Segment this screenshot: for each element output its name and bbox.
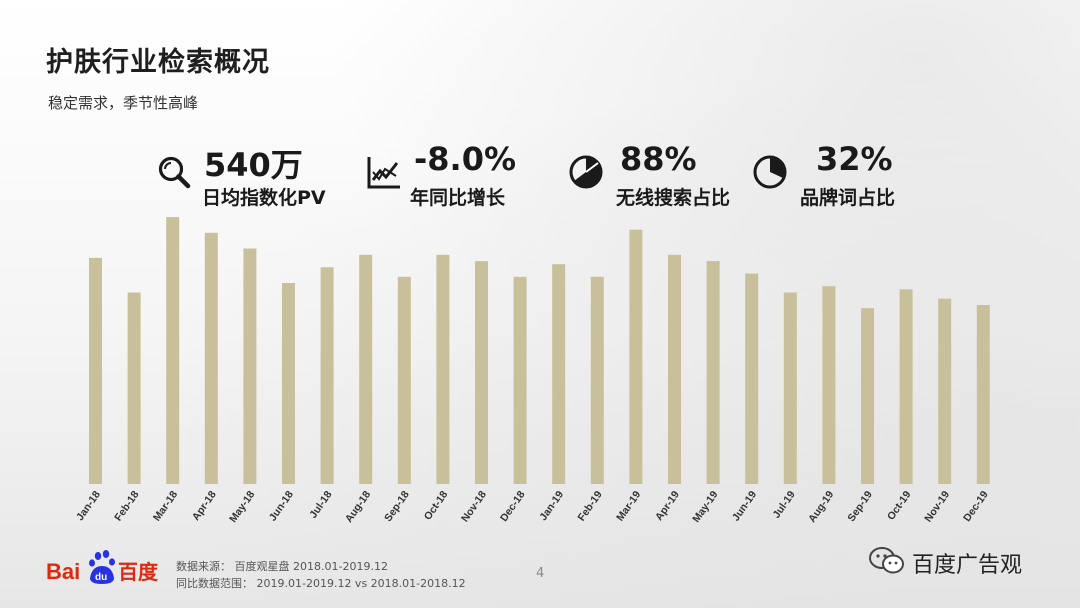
bar-Nov-18 xyxy=(475,261,488,484)
x-tick-label: Aug-18 xyxy=(343,489,373,525)
bar-Dec-19 xyxy=(976,305,990,484)
x-tick-label: Dec-18 xyxy=(498,489,528,524)
stat-value: 540万 xyxy=(204,146,303,184)
data-source-note: 数据来源： 百度观星盘 2018.01-2019.12 同比数据范围： 2019… xyxy=(176,558,466,592)
x-tick-label: Dec-19 xyxy=(961,489,991,524)
bar-Apr-19 xyxy=(668,254,681,484)
x-tick-label: Oct-18 xyxy=(422,489,451,523)
stat-label: 品牌词占比 xyxy=(800,187,896,209)
stat-label: 年同比增长 xyxy=(410,187,506,209)
bar-Apr-18 xyxy=(204,232,218,484)
x-tick-label: Apr-18 xyxy=(190,489,219,523)
stat-brand-share: 32% 品牌词占比 xyxy=(752,140,932,210)
logo-text-baidu-cn: 百度 xyxy=(118,560,159,584)
wechat-icon xyxy=(869,547,904,574)
bar-Oct-18 xyxy=(436,254,450,484)
paw-icon xyxy=(89,550,115,584)
logo-text-bai: Bai xyxy=(46,559,80,584)
stat-daily-pv: 540万 日均指数化PV xyxy=(156,140,356,210)
bar-Mar-19 xyxy=(629,229,643,484)
baidu-logo: Bai du 百度 xyxy=(46,550,159,584)
x-tick-label: Jan-19 xyxy=(537,489,566,523)
x-tick-label: Nov-18 xyxy=(459,489,489,525)
x-tick-label: Mar-19 xyxy=(614,489,643,524)
search-icon xyxy=(158,156,191,189)
stat-yoy-growth: -8.0% 年同比增长 xyxy=(366,140,546,210)
page-subtitle: 稳定需求，季节性高峰 xyxy=(48,94,199,112)
bar-Jul-19 xyxy=(783,292,797,484)
bar-Jul-18 xyxy=(320,267,334,484)
x-tick-label: Feb-19 xyxy=(576,489,605,524)
bar-Jun-18 xyxy=(282,283,295,484)
x-tick-label: May-19 xyxy=(690,489,720,525)
bar-Dec-18 xyxy=(513,276,527,484)
stat-value: 32% xyxy=(816,140,893,178)
bar-Feb-18 xyxy=(127,292,141,484)
line-chart-icon xyxy=(367,157,400,189)
bar-Jan-18 xyxy=(89,257,102,484)
stat-mobile-share: 88% 无线搜索占比 xyxy=(568,140,748,210)
source-line-2: 同比数据范围： 2019.01-2019.12 vs 2018.01-2018.… xyxy=(176,577,466,590)
bar-Aug-18 xyxy=(359,254,373,484)
stat-value: -8.0% xyxy=(414,140,517,178)
bar-Jun-19 xyxy=(745,273,759,484)
bar-Mar-18 xyxy=(166,217,180,484)
x-tick-label: Jun-18 xyxy=(267,489,296,524)
bar-Sep-19 xyxy=(861,308,874,484)
stat-label: 日均指数化PV xyxy=(202,187,326,209)
bar-Jan-19 xyxy=(552,264,566,484)
pie-chart-icon xyxy=(753,155,787,189)
stat-label: 无线搜索占比 xyxy=(616,187,731,209)
source-line-1: 数据来源： 百度观星盘 2018.01-2019.12 xyxy=(176,560,388,573)
x-tick-label: Jun-19 xyxy=(730,489,759,524)
x-tick-label: Sep-18 xyxy=(382,489,412,524)
logo-text-du: du xyxy=(95,572,107,583)
bar-Sep-18 xyxy=(397,276,411,484)
x-tick-label: Nov-19 xyxy=(922,489,952,525)
x-tick-label: Jul-18 xyxy=(307,489,334,521)
stat-value: 88% xyxy=(620,140,697,178)
x-tick-label: Feb-18 xyxy=(112,489,141,524)
bar-May-18 xyxy=(243,248,257,484)
page-title: 护肤行业检索概况 xyxy=(46,47,270,78)
bar-Feb-19 xyxy=(590,276,604,484)
bar-Oct-19 xyxy=(899,289,913,484)
pie-chart-icon xyxy=(569,155,603,189)
x-tick-label: Mar-18 xyxy=(151,489,180,524)
bar-Aug-19 xyxy=(822,286,836,484)
x-tick-label: Jan-18 xyxy=(74,489,103,523)
x-tick-label: Oct-19 xyxy=(885,489,914,523)
x-tick-label: Sep-19 xyxy=(845,489,875,524)
x-tick-label: Aug-19 xyxy=(806,489,836,525)
x-tick-label: Jul-19 xyxy=(771,489,798,521)
x-tick-label: May-18 xyxy=(227,489,257,525)
wechat-account-badge: 百度广告观 xyxy=(868,544,1048,578)
page-number: 4 xyxy=(536,566,545,581)
bar-May-19 xyxy=(706,261,720,484)
bar-Nov-19 xyxy=(938,298,952,484)
wechat-account-name: 百度广告观 xyxy=(912,553,1023,578)
x-tick-label: Apr-19 xyxy=(653,489,682,523)
